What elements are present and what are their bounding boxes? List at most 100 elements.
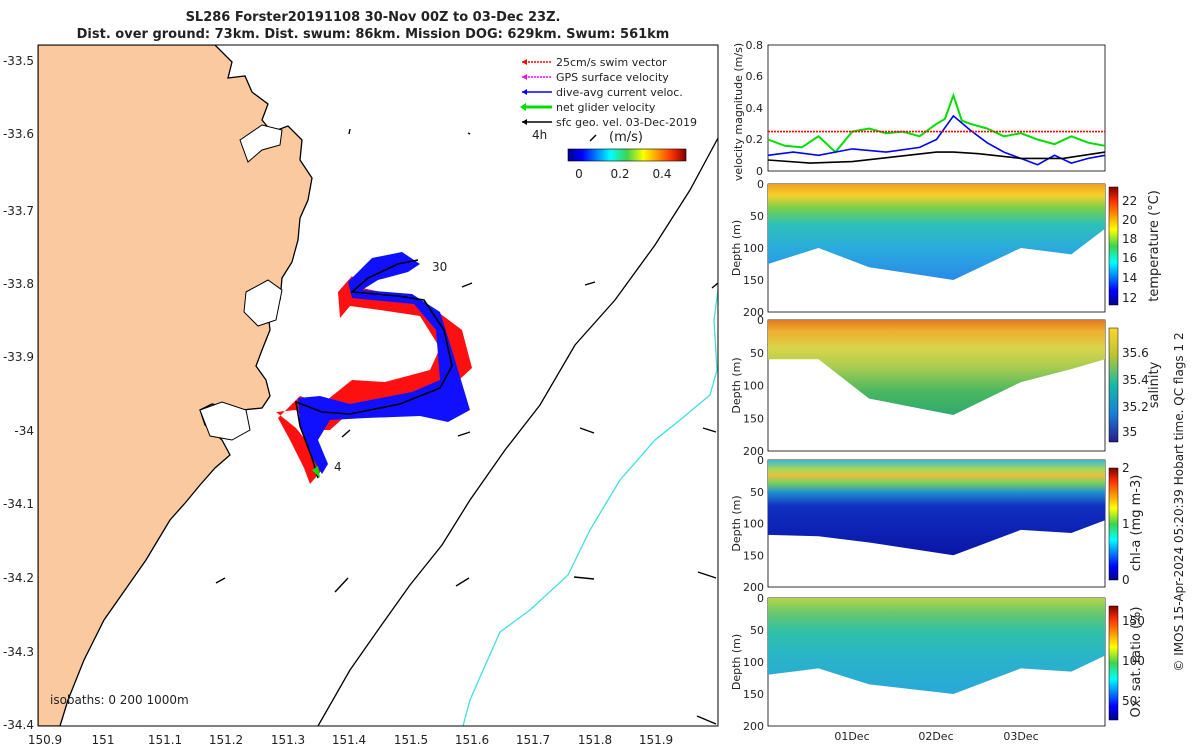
temperature-panel: temperature (°C) 12 14 16 18 20 22 (767, 183, 1162, 313)
copyright-note: © IMOS 15-Apr-2024 05:20:39 Hobart time.… (1172, 332, 1186, 671)
temp-cbar-tick: 20 (1122, 213, 1137, 227)
dive-avg-current (298, 252, 470, 474)
lon-tick: 151.1 (148, 733, 182, 747)
estuary (199, 401, 251, 441)
oxygen-colorbar (1108, 605, 1119, 721)
colorbar-tick: 0 (575, 167, 583, 181)
legend-gps-velocity: GPS surface velocity (556, 71, 669, 84)
colorbar-tick: 0.4 (652, 167, 671, 181)
vel-ytick: 0 (756, 165, 763, 178)
depth-tick: 50 (750, 210, 764, 223)
chla-section (768, 460, 1105, 556)
velocity-axes (767, 44, 1106, 172)
salinity-colorbar (1108, 327, 1119, 443)
salinity-panel: salinity 35 35.2 35.4 35.6 (767, 319, 1162, 452)
geo-velocity-arrows (215, 128, 718, 725)
lon-tick: 151.9 (639, 733, 673, 747)
lat-tick: -33.5 (3, 54, 34, 68)
legend-geo-velocity: sfc geo. vel. 03-Dec-2019 (556, 116, 697, 129)
sal-cbar-tick: 35.2 (1122, 400, 1149, 414)
lon-tick: 151.5 (394, 733, 428, 747)
vel-ytick: 0.8 (746, 39, 764, 52)
depth-tick: 100 (743, 656, 764, 669)
ox-cbar-tick: 150 (1122, 614, 1145, 628)
velocity-panel: 0 0.2 0.4 0.6 0.8 velocity magnitude (m/… (732, 39, 1106, 181)
lat-tick: -33.6 (3, 127, 34, 141)
lon-tick: 150.9 (28, 733, 62, 747)
speed-colorbar (567, 148, 687, 162)
velocity-series-line-0 (767, 92, 1106, 154)
depth-tick: 150 (743, 274, 764, 287)
vel-ytick: 0.2 (746, 133, 764, 146)
track-end-label: 30 (432, 260, 447, 274)
depth-tick: 0 (757, 454, 764, 467)
depth-axis-label: Depth (m) (730, 220, 743, 276)
depth-tick: 200 (743, 306, 764, 319)
depth-tick: 200 (743, 720, 764, 733)
lon-tick: 151.7 (516, 733, 550, 747)
depth-tick: 200 (743, 445, 764, 458)
depth-tick: 0 (757, 178, 764, 191)
temperature-label: temperature (°C) (1147, 190, 1162, 302)
depth-axis-label: Depth (m) (730, 634, 743, 690)
salinity-label: salinity (1147, 361, 1162, 408)
depth-tick: 150 (743, 549, 764, 562)
depth-tick: 100 (743, 380, 764, 393)
chla-panel: chl-a (mg m-3) 0 1 2 (767, 459, 1144, 588)
lon-tick: 151.3 (271, 733, 305, 747)
glider-track (294, 259, 453, 479)
time-tick: 01Dec (834, 730, 869, 743)
estuary (243, 279, 283, 327)
temp-cbar-tick: 12 (1122, 291, 1137, 305)
ox-cbar-tick: 100 (1122, 654, 1145, 668)
temp-cbar-tick: 16 (1122, 251, 1137, 265)
chla-colorbar (1108, 467, 1119, 581)
lat-tick: -34.3 (3, 645, 34, 659)
chl-cbar-tick: 1 (1122, 517, 1130, 531)
lon-tick: 151.6 (455, 733, 489, 747)
swim-vectors (276, 276, 472, 484)
time-tick: 03Dec (1003, 730, 1038, 743)
legend-dive-avg: dive-avg current veloc. (556, 86, 683, 99)
chla-label: chl-a (mg m-3) (1129, 475, 1144, 572)
lon-tick: 151.2 (209, 733, 243, 747)
depth-tick: 50 (750, 347, 764, 360)
chl-cbar-tick: 2 (1122, 461, 1130, 475)
velocity-series-line-2 (767, 151, 1106, 164)
map-legend: 25cm/s swim vector GPS surface velocity … (520, 56, 697, 181)
depth-axis-label: Depth (m) (730, 357, 743, 413)
ox-cbar-tick: 50 (1122, 694, 1137, 708)
temp-cbar-tick: 18 (1122, 232, 1137, 246)
sal-cbar-tick: 35.6 (1122, 346, 1149, 360)
lat-tick: -33.7 (3, 204, 34, 218)
depth-axis-label: Depth (m) (730, 495, 743, 551)
depth-tick: 150 (743, 688, 764, 701)
depth-tick: 100 (743, 518, 764, 531)
depth-tick: 100 (743, 242, 764, 255)
depth-tick: 200 (743, 581, 764, 594)
map-lon-ticks: 150.9 151 151.1 151.2 151.3 151.4 151.5 … (28, 733, 673, 747)
vel-ylabel: velocity magnitude (m/s) (732, 43, 745, 181)
colorbar-tick: 0.2 (610, 167, 629, 181)
map-panel: 30 4 150.9 (3, 44, 719, 747)
colorbar-unit: (m/s) (609, 130, 643, 145)
net-glider-velocity (312, 466, 320, 478)
chl-cbar-tick: 0 (1122, 573, 1130, 587)
depth-tick: 50 (750, 486, 764, 499)
map-frame (37, 44, 719, 727)
oxygen-panel: Ox. sat. ratio (%) 50 100 150 (767, 597, 1145, 727)
time-tick: 02Dec (918, 730, 953, 743)
legend-net-velocity: net glider velocity (556, 101, 656, 114)
isobath-1000 (462, 289, 718, 726)
temperature-section (768, 184, 1105, 280)
lon-tick: 151.4 (332, 733, 366, 747)
lon-tick: 151 (92, 733, 115, 747)
estuary (239, 124, 283, 163)
map-lat-ticks: -33.5 -33.6 -33.7 -33.8 -33.9 -34 -34.1 … (3, 54, 34, 732)
temp-cbar-tick: 14 (1122, 271, 1137, 285)
vel-ytick: 0.4 (746, 102, 764, 115)
sal-cbar-tick: 35.4 (1122, 373, 1149, 387)
velocity-series (767, 92, 1106, 166)
lat-tick: -34.2 (3, 571, 34, 585)
